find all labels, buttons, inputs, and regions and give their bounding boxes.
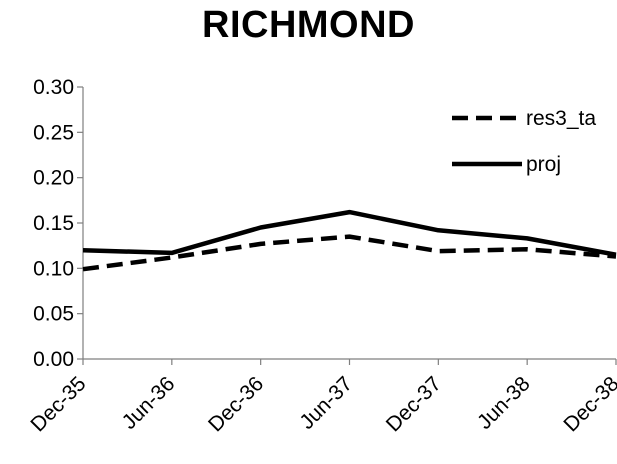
chart-title: RICHMOND xyxy=(202,4,415,46)
y-tick-label: 0.10 xyxy=(33,257,74,280)
x-tick-labels: Dec-35 Jun-36 Dec-36 Jun-37 Dec-37 Jun-38 Dec-… xyxy=(26,372,617,436)
axes xyxy=(77,86,617,365)
x-tick-label: Dec-38 xyxy=(559,372,617,436)
x-tick-label: Dec-35 xyxy=(26,372,90,436)
x-tick-label: Dec-37 xyxy=(382,372,446,436)
y-tick-label: 0.05 xyxy=(33,303,74,326)
y-tick-label: 0.00 xyxy=(33,348,74,371)
y-tick-labels: 0.00 0.05 0.10 0.15 0.20 0.25 0.30 xyxy=(33,76,74,371)
series-line-proj xyxy=(82,209,617,257)
legend-label: proj xyxy=(526,153,561,176)
y-tick-label: 0.25 xyxy=(33,121,74,144)
legend-label: res3_ta xyxy=(526,107,596,130)
x-tick-label: Jun-38 xyxy=(473,372,535,434)
series-lines xyxy=(82,209,617,272)
y-tick-label: 0.20 xyxy=(33,167,74,190)
x-tick-label: Jun-36 xyxy=(118,372,180,434)
series-line-res3-ta xyxy=(82,234,617,272)
y-tick-label: 0.15 xyxy=(33,212,74,235)
x-tick-label: Dec-36 xyxy=(204,372,268,436)
x-tick-label: Jun-37 xyxy=(295,372,357,434)
y-tick-label: 0.30 xyxy=(33,76,74,99)
